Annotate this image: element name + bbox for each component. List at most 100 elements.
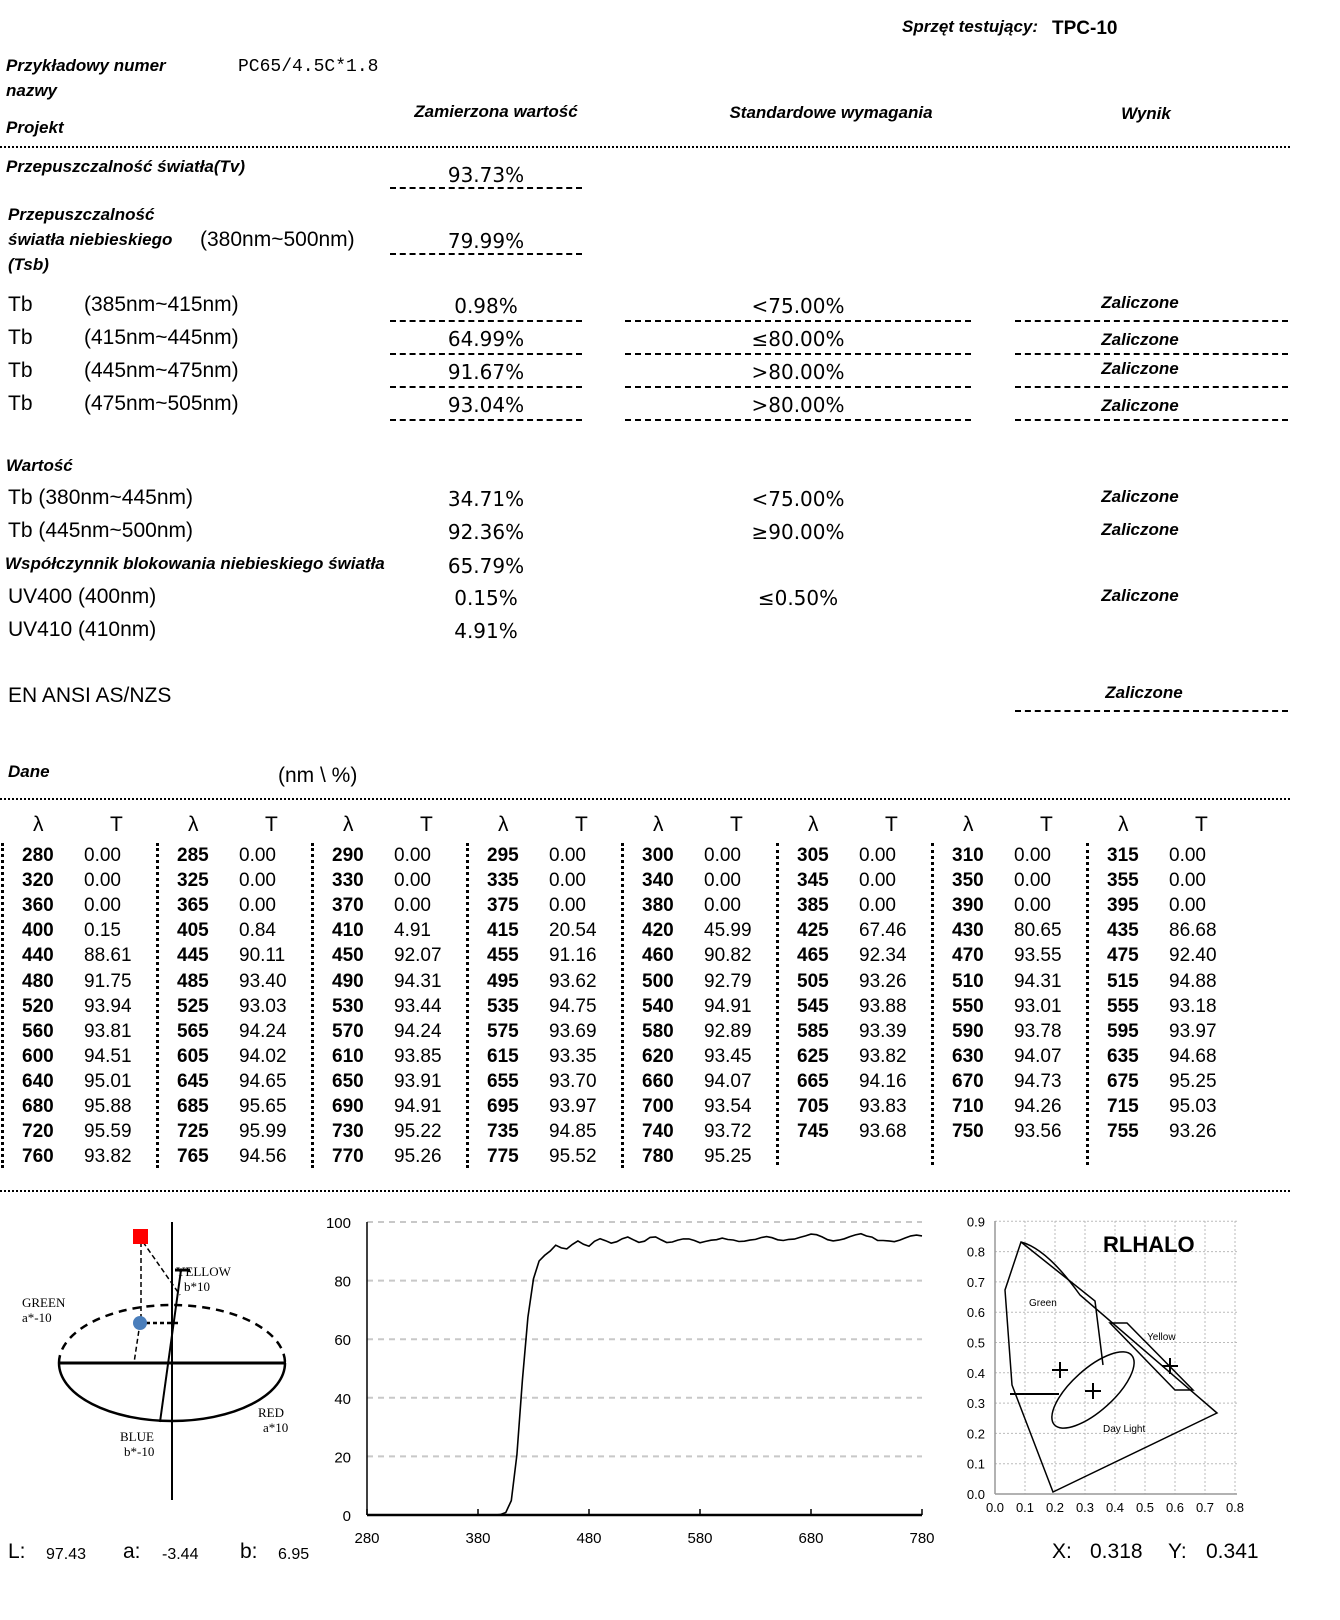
red-label: RED [258, 1405, 284, 1420]
y-tick-label: 0.1 [967, 1457, 985, 1472]
wavelength: 690 [332, 1096, 364, 1117]
lambda-header: λ [498, 813, 509, 836]
wavelength: 695 [487, 1096, 519, 1117]
wavelength: 410 [332, 920, 364, 942]
transmittance: 0.00 [394, 895, 431, 917]
wavelength: 375 [487, 895, 519, 917]
wavelength: 505 [797, 970, 829, 992]
wavelength: 320 [22, 870, 54, 892]
wavelength: 755 [1107, 1121, 1139, 1143]
transmittance: 0.00 [549, 845, 586, 866]
wavelength: 670 [952, 1070, 984, 1092]
y-tick-label: 0.5 [967, 1336, 985, 1351]
x-tick-label: 680 [798, 1530, 823, 1547]
daylight-ellipse [1051, 1351, 1135, 1429]
col-project: Projekt [6, 118, 64, 137]
wavelength: 565 [177, 1020, 209, 1042]
wavelength: 285 [177, 845, 209, 866]
wavelength: 510 [952, 970, 984, 992]
wavelength: 530 [332, 995, 364, 1017]
a-value: -3.44 [162, 1546, 199, 1563]
result: Zaliczone [1101, 586, 1179, 605]
wavelength: 740 [642, 1121, 674, 1143]
tb-range: (475nm~505nm) [84, 392, 239, 415]
transmittance: 93.81 [84, 1020, 132, 1042]
sample-value: PC65/4.5C*1.8 [238, 57, 379, 77]
transmittance: 95.03 [1169, 1096, 1217, 1117]
wavelength: 595 [1107, 1020, 1139, 1042]
wavelength: 720 [22, 1121, 54, 1143]
wavelength: 705 [797, 1096, 829, 1117]
transmittance: 0.00 [549, 895, 586, 917]
divider [0, 798, 1290, 800]
transmittance: 0.15 [84, 920, 121, 942]
tsb-label-3: (Tsb) [8, 255, 49, 274]
tb-name: Tb [8, 392, 33, 415]
transmittance: 94.75 [549, 995, 597, 1017]
y-tick-label: 20 [334, 1449, 351, 1466]
wavelength: 480 [22, 970, 54, 992]
wavelength: 685 [177, 1096, 209, 1117]
tb-standard: ≤80.00% [751, 327, 845, 351]
green-label: Green [1029, 1298, 1057, 1309]
wavelength: 360 [22, 895, 54, 917]
transmittance: 93.54 [704, 1096, 752, 1117]
transmittance: 93.62 [549, 970, 597, 992]
wavelength: 325 [177, 870, 209, 892]
wavelength: 765 [177, 1146, 209, 1168]
column-divider [776, 843, 779, 1165]
red-sub: a*10 [263, 1420, 288, 1435]
wavelength: 425 [797, 920, 829, 942]
Y-value: 0.341 [1206, 1540, 1259, 1563]
wavelength: 345 [797, 870, 829, 892]
transmittance: 94.02 [239, 1045, 287, 1067]
wavelength: 550 [952, 995, 984, 1017]
underline [1015, 710, 1288, 712]
blue-label: BLUE [120, 1429, 154, 1444]
wavelength: 615 [487, 1045, 519, 1067]
transmittance: 94.91 [394, 1096, 442, 1117]
wavelength: 520 [22, 995, 54, 1017]
yellow-sub: b*10 [184, 1279, 210, 1294]
column-divider [931, 843, 934, 1165]
Y-label: Y: [1168, 1540, 1187, 1563]
wavelength: 580 [642, 1020, 674, 1042]
wavelength: 540 [642, 995, 674, 1017]
tb-result: Zaliczone [1101, 359, 1179, 378]
a-label: a: [123, 1540, 141, 1563]
sample-marker-square [133, 1229, 148, 1244]
transmittance: 0.00 [1014, 895, 1051, 917]
underline [1015, 419, 1288, 421]
transmittance: 94.31 [1014, 970, 1062, 992]
underline [390, 419, 582, 421]
tb-name: Tb [8, 326, 33, 349]
result: Zaliczone [1101, 520, 1179, 539]
lambda-header: λ [653, 813, 664, 836]
t-header: T [265, 813, 278, 836]
daylight-label: Day Light [1103, 1424, 1145, 1435]
y-tick-label: 100 [326, 1215, 351, 1232]
t-header: T [885, 813, 898, 836]
green-sub: a*-10 [22, 1310, 52, 1325]
wavelength: 700 [642, 1096, 674, 1117]
wavelength: 655 [487, 1070, 519, 1092]
wavelength: 350 [952, 870, 984, 892]
wavelength: 515 [1107, 970, 1139, 992]
transmittance: 94.51 [84, 1045, 132, 1067]
transmittance: 0.00 [859, 845, 896, 866]
tsb-label-1: Przepuszczalność [8, 205, 155, 224]
tb-range: (445nm~475nm) [84, 359, 239, 382]
underline [390, 320, 582, 322]
value-label: Tb (380nm~445nm) [8, 486, 194, 509]
wavelength: 570 [332, 1020, 364, 1042]
wavelength: 650 [332, 1070, 364, 1092]
transmittance: 93.82 [84, 1146, 132, 1168]
transmittance: 0.00 [859, 895, 896, 917]
wavelength: 630 [952, 1045, 984, 1067]
underline [625, 419, 971, 421]
equipment-value: TPC-10 [1052, 18, 1118, 39]
transmittance: 93.01 [1014, 995, 1062, 1017]
standard-result: Zaliczone [1105, 683, 1183, 702]
underline [625, 386, 971, 388]
underline [390, 187, 582, 189]
